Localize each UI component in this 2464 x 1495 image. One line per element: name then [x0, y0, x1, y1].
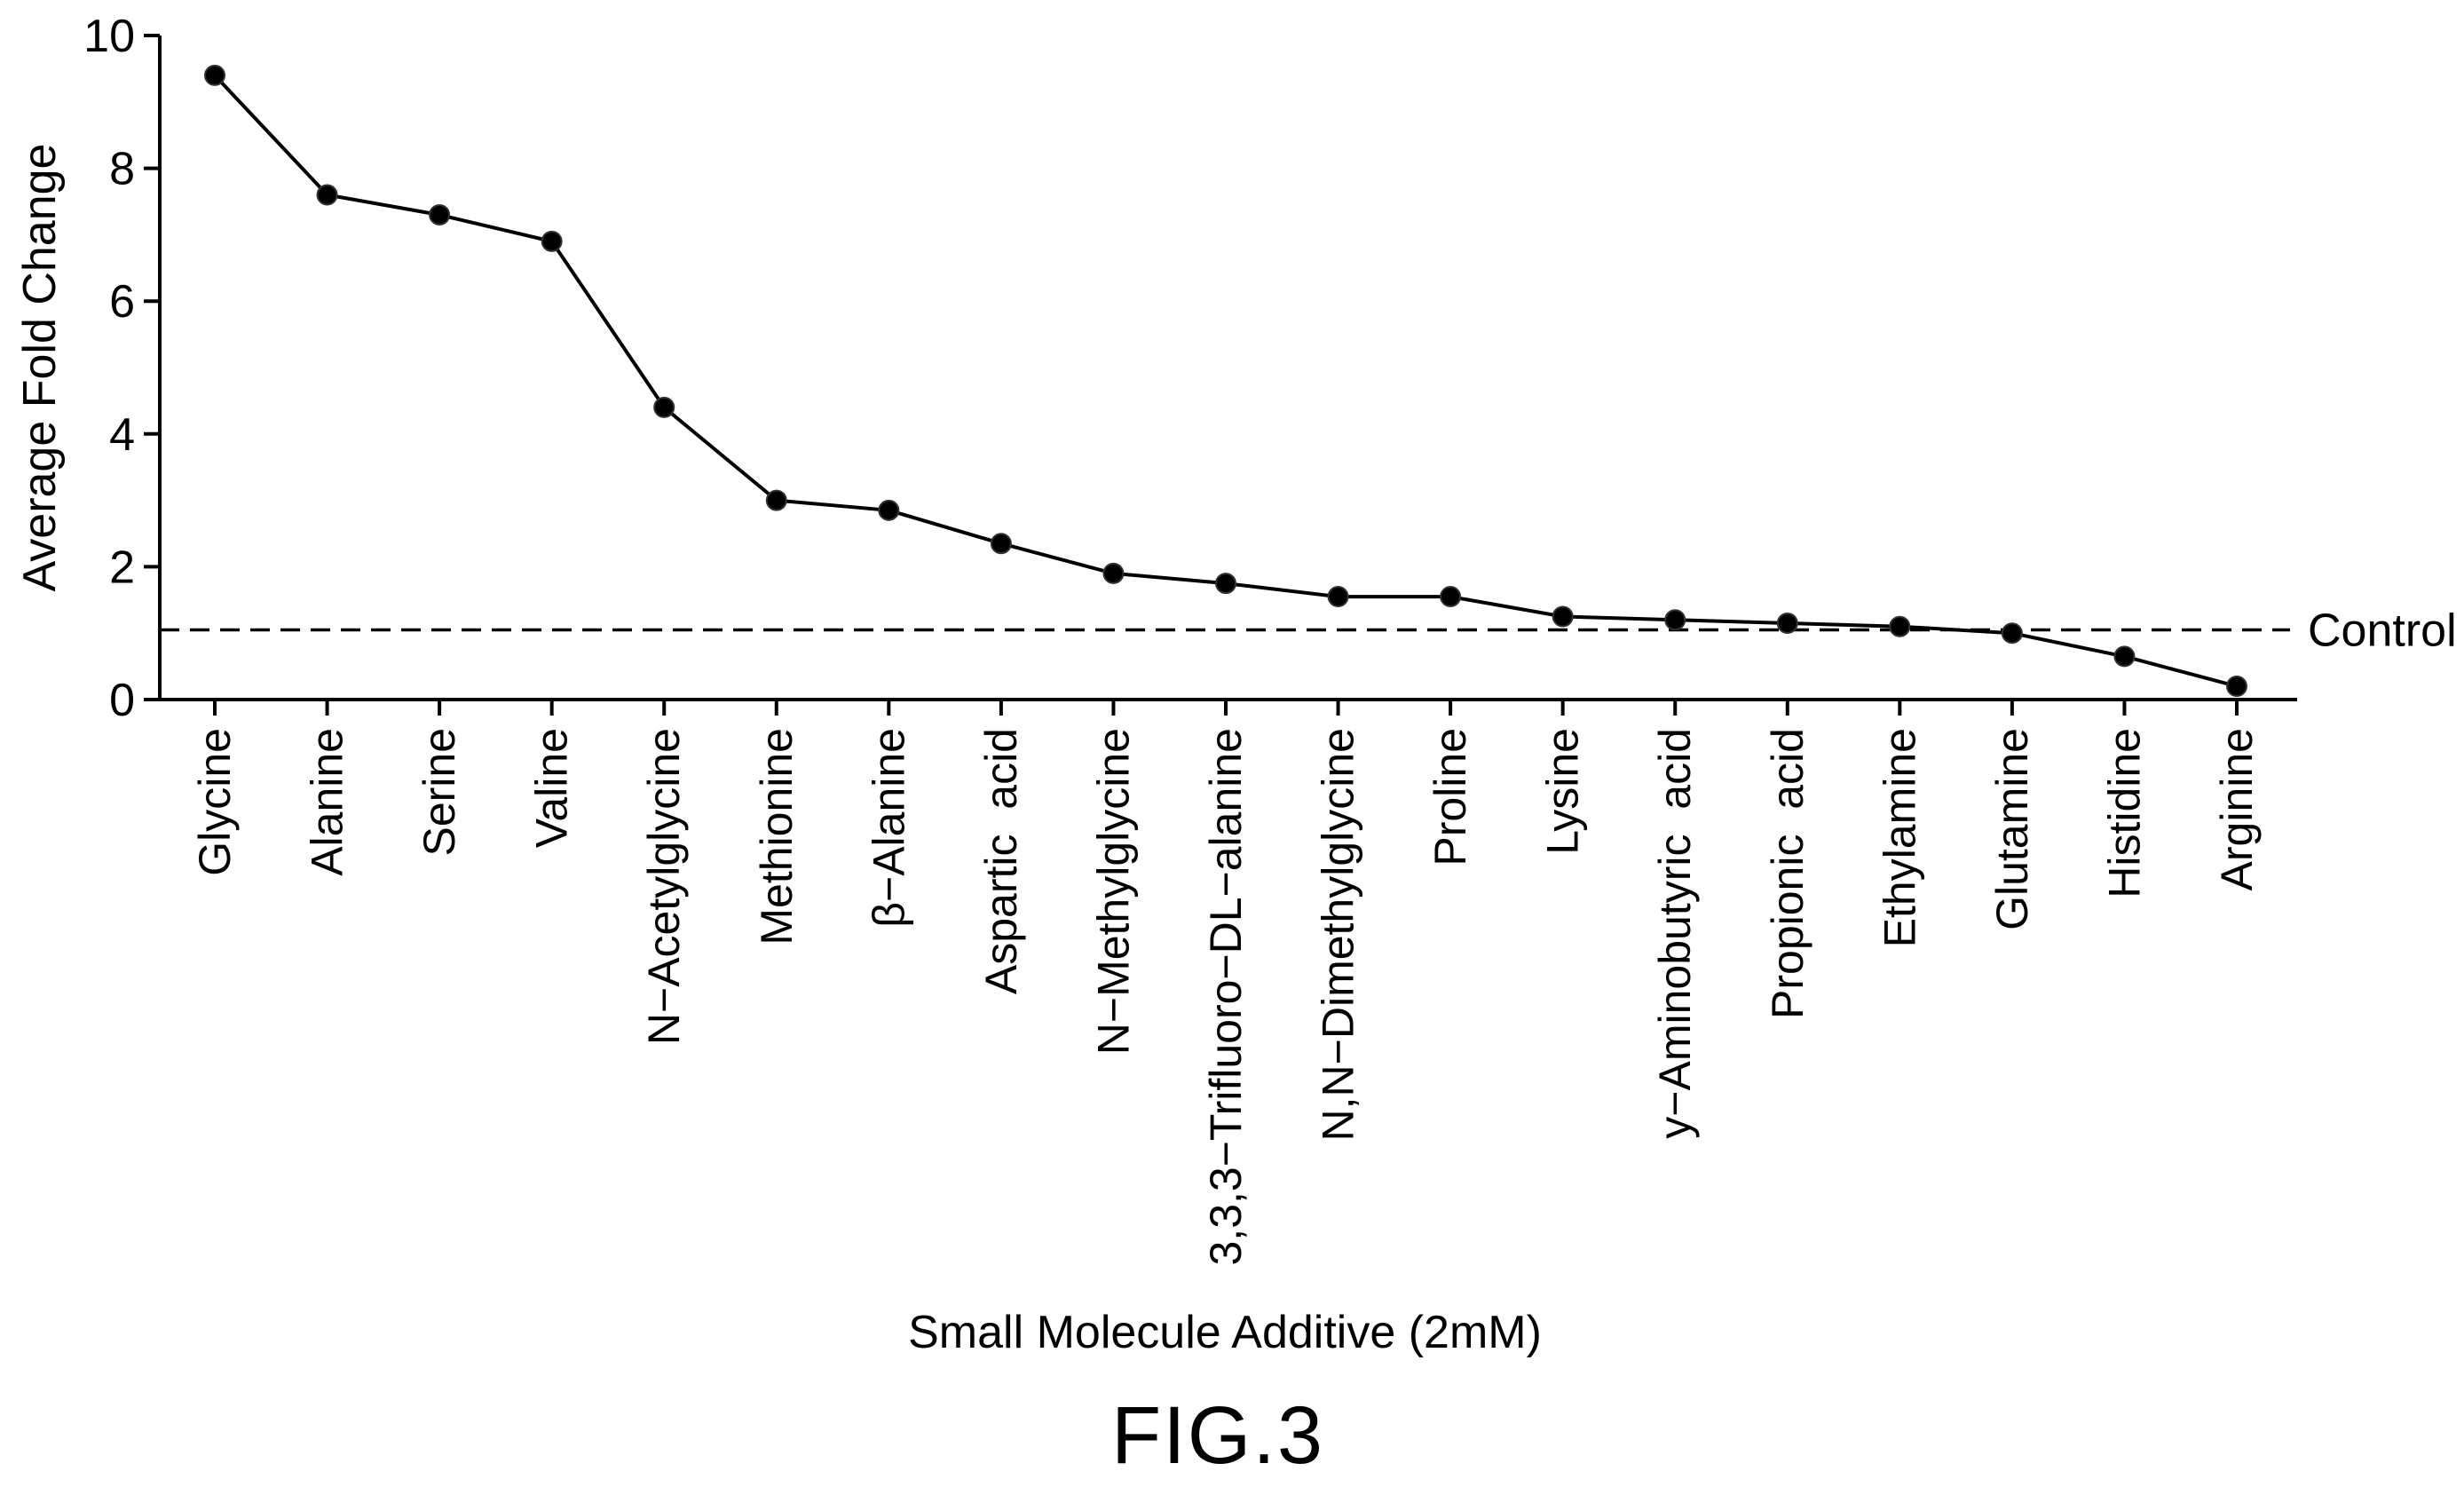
series-line [213, 74, 2238, 688]
category-labels: Glycine Alanine Serine Valine N−Acetylglycin… [190, 728, 2262, 1266]
series [213, 74, 2238, 688]
y-tick-label: 10 [83, 11, 135, 62]
data-point [429, 203, 451, 225]
category-label: β−Alanine [864, 728, 913, 928]
data-point [541, 230, 563, 252]
x-ticks [213, 700, 2239, 716]
data-point [1215, 573, 1236, 595]
category-label: Serine [415, 728, 464, 857]
category-label: Propionic acid [1763, 728, 1812, 1019]
category-label: Arginine [2212, 728, 2262, 890]
category-label: Aspartic acid [976, 728, 1026, 994]
data-point [765, 489, 787, 511]
category-label: N−Acetylglycine [639, 728, 689, 1045]
data-point [653, 396, 675, 418]
control-label: Control [2308, 605, 2457, 656]
data-point [878, 499, 900, 521]
category-label: Glycine [190, 728, 240, 876]
figure-caption: FIG.3 [1111, 1390, 1324, 1481]
control-reference: Control [160, 605, 2457, 656]
axes [158, 36, 2297, 701]
y-axis-title: Average Fold Change [14, 144, 66, 592]
category-label: y−Aminobutyric acid [1650, 728, 1700, 1139]
category-label: Ethylamine [1875, 728, 1924, 947]
data-point [1102, 562, 1125, 584]
data-point [990, 533, 1012, 555]
x-axis-title: Small Molecule Additive (2mM) [908, 1307, 1542, 1358]
category-label: 3,3,3−Trifluoro−DL−alanine [1201, 728, 1251, 1266]
data-points [204, 64, 2247, 698]
y-tick-label: 8 [109, 144, 135, 195]
y-tick-label: 2 [109, 542, 135, 593]
category-label: Proline [1425, 728, 1475, 866]
data-point [1889, 615, 1911, 637]
category-label: Lysine [1538, 728, 1588, 855]
category-label: Valine [527, 728, 577, 848]
category-label: Alanine [303, 728, 352, 876]
data-point [2001, 622, 2023, 645]
data-point [1327, 586, 1349, 608]
category-label: N,N−Dimethylglycine [1314, 728, 1363, 1141]
data-point [1664, 609, 1686, 631]
category-label: Glutamine [1987, 728, 2037, 930]
category-label: N−Methylglycine [1088, 728, 1138, 1055]
data-point [316, 184, 338, 206]
data-point [204, 64, 225, 86]
data-point [2226, 676, 2247, 698]
y-ticks: 0 2 4 6 8 10 [83, 11, 160, 726]
category-label: Methionine [752, 728, 802, 945]
y-tick-label: 0 [109, 675, 135, 726]
y-tick-label: 6 [109, 276, 135, 328]
category-label: Histidine [2099, 728, 2149, 898]
data-point [1440, 586, 1462, 608]
data-point [1776, 612, 1798, 634]
data-point [1552, 605, 1574, 628]
data-point [2113, 645, 2136, 668]
y-tick-label: 4 [109, 409, 135, 461]
